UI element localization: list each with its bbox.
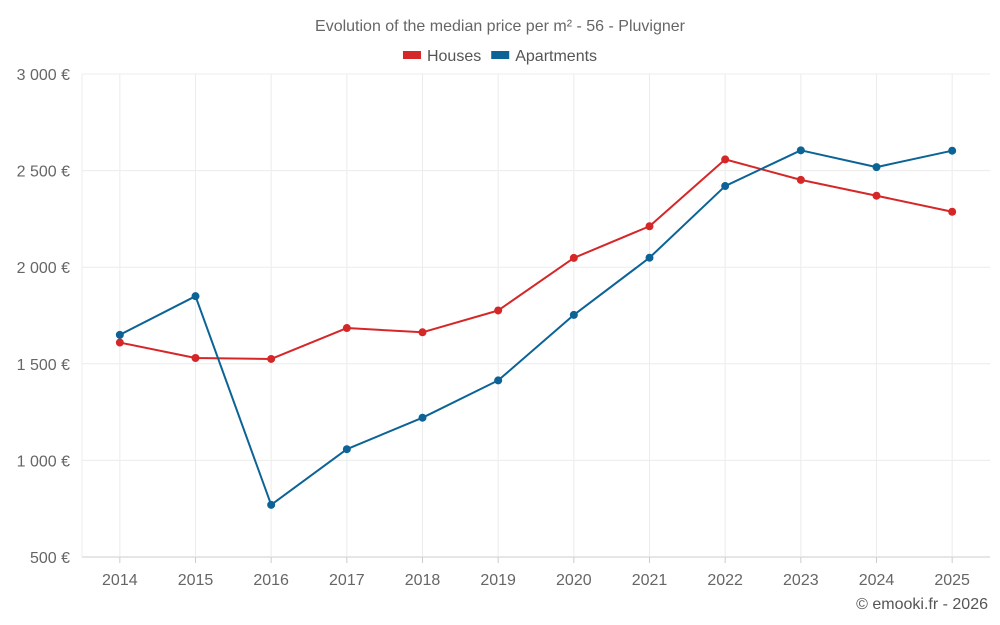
y-axis: 500 € 1 000 € 1 500 € 2 000 € 2 500 € 3 000 € <box>17 67 70 567</box>
x-axis: 2014 2015 2016 2017 2018 2019 2020 2021 2022 2023… <box>102 557 970 589</box>
grid <box>81 73 990 558</box>
apartments-point[interactable] <box>796 146 805 155</box>
houses-point[interactable] <box>342 324 351 333</box>
x-tick-label: 2023 <box>783 572 819 589</box>
x-tick-label: 2017 <box>329 572 365 589</box>
x-tick-label: 2016 <box>253 572 289 589</box>
houses-point[interactable] <box>494 306 503 315</box>
apartments-point[interactable] <box>342 445 351 454</box>
apartments-line <box>119 149 953 506</box>
houses-point[interactable] <box>191 354 200 363</box>
houses-point[interactable] <box>115 338 124 347</box>
x-tick-label: 2019 <box>480 572 516 589</box>
legend: Houses Apartments <box>402 48 597 65</box>
x-tick-label: 2015 <box>178 572 214 589</box>
legend-item-houses[interactable]: Houses <box>402 48 481 65</box>
legend-label-apartments: Apartments <box>515 48 597 65</box>
houses-point[interactable] <box>418 328 427 337</box>
legend-item-apartments[interactable]: Apartments <box>491 48 597 65</box>
houses-point[interactable] <box>645 222 654 231</box>
houses-point[interactable] <box>721 155 730 164</box>
legend-label-houses: Houses <box>427 48 481 65</box>
apartments-point[interactable] <box>191 292 200 301</box>
series-group <box>115 146 957 509</box>
y-tick-label: 2 000 € <box>17 260 70 277</box>
x-tick-label: 2014 <box>102 572 138 589</box>
houses-point[interactable] <box>948 207 957 216</box>
credit-text: © emooki.fr - 2026 <box>856 596 988 613</box>
y-tick-label: 2 500 € <box>17 164 70 181</box>
x-tick-label: 2024 <box>859 572 895 589</box>
x-tick-label: 2020 <box>556 572 592 589</box>
apartments-point[interactable] <box>721 182 730 191</box>
legend-swatch-houses <box>402 51 421 59</box>
x-tick-label: 2018 <box>405 572 441 589</box>
x-tick-label: 2021 <box>632 572 668 589</box>
apartments-point[interactable] <box>267 500 276 509</box>
houses-point[interactable] <box>267 354 276 363</box>
legend-swatch-apartments <box>491 51 510 59</box>
x-tick-label: 2022 <box>707 572 743 589</box>
houses-point[interactable] <box>872 191 881 200</box>
y-tick-label: 1 000 € <box>17 453 70 470</box>
apartments-point[interactable] <box>569 310 578 319</box>
y-tick-label: 500 € <box>30 550 70 567</box>
apartments-point[interactable] <box>494 376 503 385</box>
x-tick-label: 2025 <box>934 572 970 589</box>
apartments-point[interactable] <box>872 163 881 172</box>
chart-title: Evolution of the median price per m² - 5… <box>315 18 686 35</box>
apartments-point[interactable] <box>645 253 654 262</box>
apartments-point[interactable] <box>418 413 427 422</box>
houses-point[interactable] <box>796 175 805 184</box>
y-tick-label: 1 500 € <box>17 357 70 374</box>
y-tick-label: 3 000 € <box>17 67 70 84</box>
houses-line <box>119 158 953 360</box>
houses-point[interactable] <box>569 253 578 262</box>
apartments-point[interactable] <box>948 146 957 155</box>
apartments-point[interactable] <box>115 330 124 339</box>
